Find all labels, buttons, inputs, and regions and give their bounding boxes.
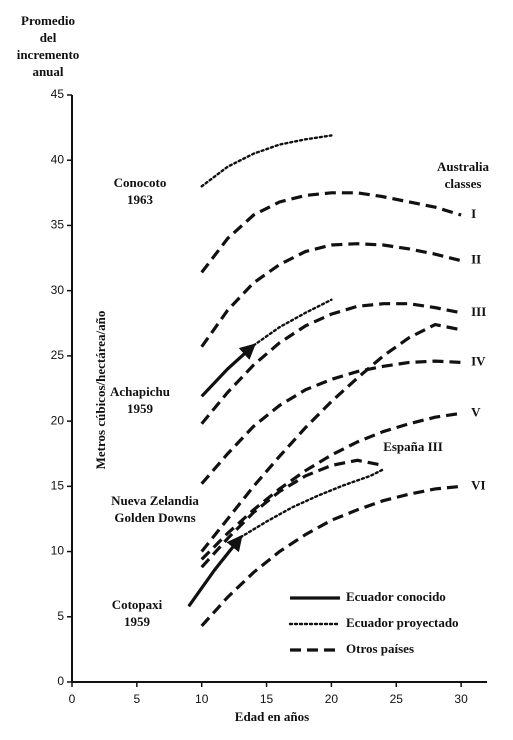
class-label: II [471,252,481,267]
curve [252,298,333,347]
y-axis-label: Metros cúbicos/hectárea/año [93,311,108,470]
x-tick-label: 25 [390,692,404,706]
curve [200,343,256,398]
legend-label: Otros países [346,641,414,656]
curve [200,134,333,188]
y-tick-label: 30 [51,283,65,297]
y-tick-label: 25 [51,348,65,362]
y-tick-label: 5 [57,609,64,623]
curve [200,322,462,553]
curve [200,242,462,348]
curve [239,468,385,539]
curve [200,191,462,274]
y-axis-title: anual [32,64,63,79]
group-title: classes [445,176,482,191]
y-tick-label: 10 [51,544,65,558]
curve-label: 1963 [127,192,154,207]
class-label: V [471,404,481,419]
y-axis-title: incremento [17,47,80,62]
curve-label: Golden Downs [114,510,195,525]
x-tick-label: 20 [325,692,339,706]
y-tick-label: 0 [57,674,64,688]
curve [200,411,462,561]
class-label: VI [471,477,485,492]
group-title: Australia [437,159,490,174]
curve [200,359,462,485]
legend-label: Ecuador conocido [346,589,446,604]
curve [200,484,462,627]
y-tick-label: 15 [51,479,65,493]
class-label: III [471,304,486,319]
curve-label: Achapichu [110,384,170,399]
y-tick-label: 20 [51,413,65,427]
x-tick-label: 30 [454,692,468,706]
curve-label: 1959 [124,614,151,629]
class-label: IV [471,353,486,368]
curve-label: Cotopaxi [112,597,163,612]
curve [200,302,462,425]
curve [187,534,243,608]
x-tick-label: 5 [134,692,141,706]
y-axis-title: del [40,30,57,45]
curve-label: Conocoto [114,175,167,190]
class-label: I [471,206,476,221]
y-tick-label: 35 [51,218,65,232]
curve-label: 1959 [127,401,154,416]
y-tick-label: 45 [51,87,65,101]
x-tick-label: 15 [260,692,274,706]
curve-label: España III [383,439,443,454]
x-axis-label: Edad en años [235,709,309,724]
legend-label: Ecuador proyectado [346,615,459,630]
y-axis-title: Promedio [21,13,75,28]
x-tick-label: 10 [195,692,209,706]
curve [200,458,384,569]
x-tick-label: 0 [69,692,76,706]
curve-label: Nueva Zelandia [111,493,199,508]
y-tick-label: 40 [51,152,65,166]
